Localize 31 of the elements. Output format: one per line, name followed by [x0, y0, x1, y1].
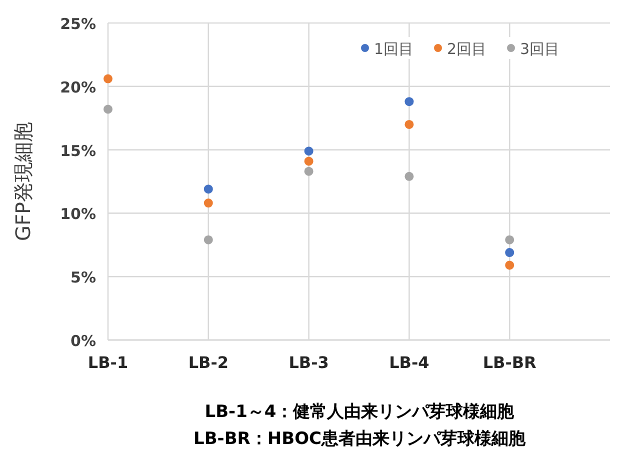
text: LB-1～4：健常人由来リンパ芽球様細胞 — [204, 402, 516, 422]
point — [204, 184, 213, 194]
text: LB-BR：HBOC患者由来リンパ芽球様細胞 — [193, 429, 526, 449]
y-tick-label: 5% — [70, 268, 96, 287]
point — [505, 235, 514, 244]
point — [204, 198, 213, 208]
point — [304, 166, 314, 176]
point — [505, 248, 514, 258]
x-tick-label: LB-3 — [288, 353, 329, 372]
y-tick-label: 20% — [60, 78, 96, 96]
y-tick-label: 25% — [60, 15, 96, 33]
point — [505, 260, 514, 270]
point — [304, 146, 314, 156]
x-tick-label: LB-4 — [389, 353, 430, 372]
point — [404, 97, 414, 106]
y-axis-title: GFP発現細胞 — [11, 122, 35, 242]
y-tick-label: 0% — [70, 332, 96, 350]
legend-label: 2回目 — [447, 40, 487, 58]
y-tick-label: 10% — [60, 205, 96, 224]
point — [304, 156, 314, 166]
legend-label: 3回目 — [520, 40, 560, 58]
y-tick-label: 15% — [60, 142, 96, 160]
x-tick-label: LB-BR — [482, 353, 536, 372]
point — [404, 172, 414, 181]
point — [104, 74, 112, 84]
legend-label: 1回目 — [374, 40, 414, 58]
point — [204, 235, 213, 244]
point — [404, 120, 414, 129]
point — [104, 104, 112, 114]
x-tick-label: LB-1 — [88, 353, 128, 372]
x-tick-label: LB-2 — [188, 353, 228, 372]
